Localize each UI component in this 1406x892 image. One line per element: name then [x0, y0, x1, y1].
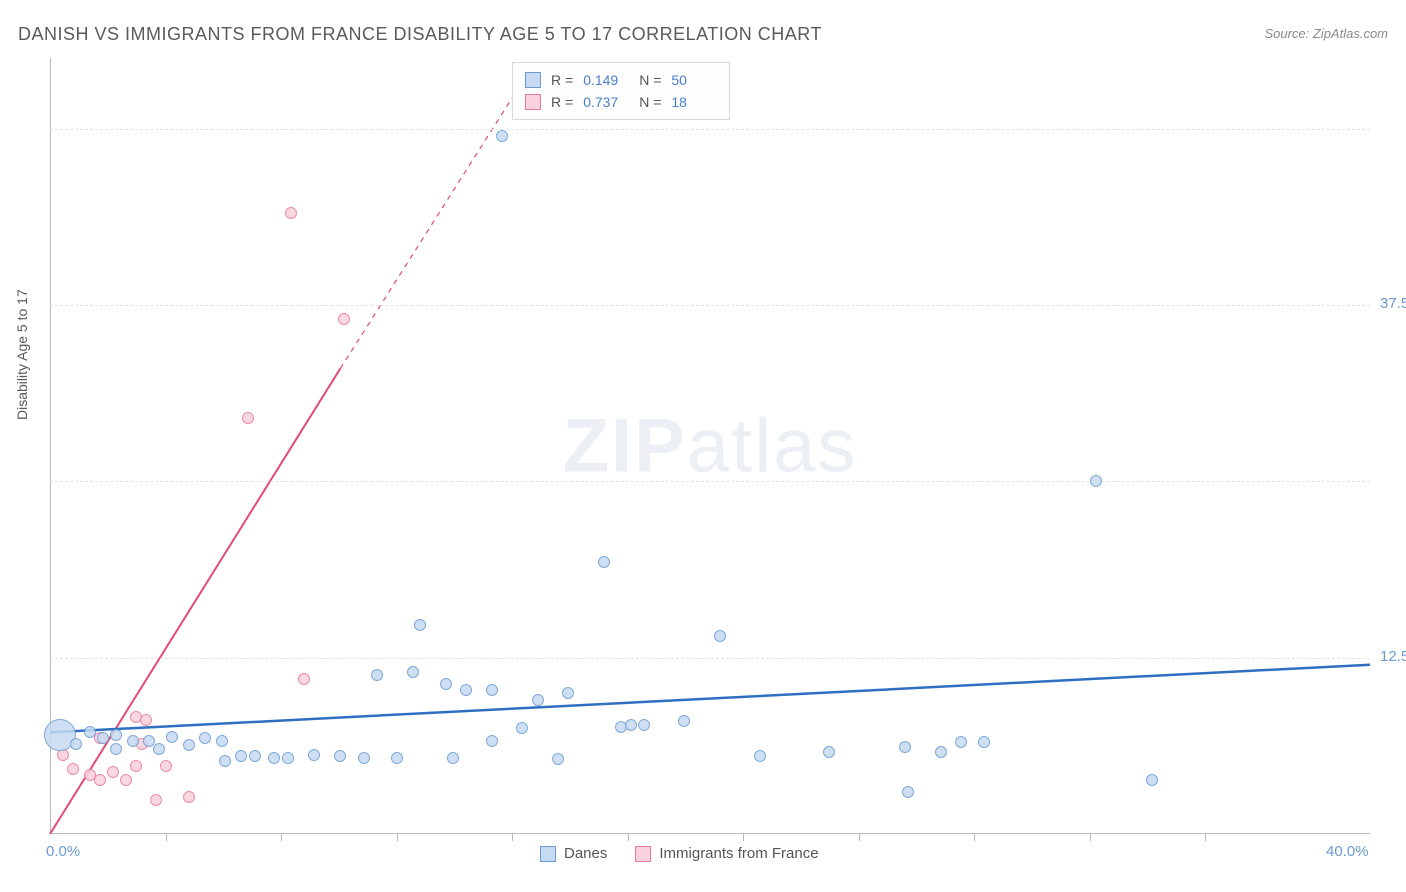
- scatter-point: [440, 678, 452, 690]
- x-tick-label: 0.0%: [46, 843, 80, 860]
- legend-swatch: [635, 846, 651, 862]
- scatter-point: [338, 313, 350, 325]
- gridline: [50, 481, 1370, 482]
- scatter-point: [447, 752, 459, 764]
- x-tick: [859, 834, 860, 841]
- x-tick: [166, 834, 167, 841]
- chart-container: DANISH VS IMMIGRANTS FROM FRANCE DISABIL…: [0, 0, 1406, 892]
- scatter-point: [120, 774, 132, 786]
- scatter-point: [562, 687, 574, 699]
- scatter-point: [130, 760, 142, 772]
- x-tick: [281, 834, 282, 841]
- scatter-point: [242, 412, 254, 424]
- scatter-point: [140, 714, 152, 726]
- scatter-point: [235, 750, 247, 762]
- legend-swatch: [540, 846, 556, 862]
- scatter-point: [107, 766, 119, 778]
- scatter-point: [978, 736, 990, 748]
- gridline: [50, 658, 1370, 659]
- scatter-point: [823, 746, 835, 758]
- x-tick: [628, 834, 629, 841]
- scatter-point: [97, 732, 109, 744]
- legend-label: Immigrants from France: [659, 845, 818, 862]
- x-tick: [743, 834, 744, 841]
- scatter-point: [70, 738, 82, 750]
- scatter-point: [955, 736, 967, 748]
- legend-label: Danes: [564, 845, 607, 862]
- x-tick: [974, 834, 975, 841]
- scatter-point: [371, 669, 383, 681]
- gridline: [50, 305, 1370, 306]
- gridline: [50, 129, 1370, 130]
- scatter-point: [598, 556, 610, 568]
- scatter-point: [516, 722, 528, 734]
- scatter-point: [308, 749, 320, 761]
- x-tick: [512, 834, 513, 841]
- scatter-point: [899, 741, 911, 753]
- scatter-point: [532, 694, 544, 706]
- scatter-point: [496, 130, 508, 142]
- trend-line: [340, 72, 528, 368]
- stats-row-danes: R = 0.149 N = 50: [525, 69, 717, 91]
- scatter-point: [67, 763, 79, 775]
- scatter-point: [127, 735, 139, 747]
- scatter-point: [1146, 774, 1158, 786]
- y-tick-label: 37.5%: [1380, 295, 1406, 312]
- scatter-point: [219, 755, 231, 767]
- trend-line: [50, 368, 340, 834]
- scatter-point: [160, 760, 172, 772]
- stats-legend: R = 0.149 N = 50 R = 0.737 N = 18: [512, 62, 730, 120]
- source-attribution: Source: ZipAtlas.com: [1264, 26, 1388, 41]
- scatter-point: [94, 774, 106, 786]
- scatter-point: [935, 746, 947, 758]
- x-tick-label: 40.0%: [1326, 843, 1369, 860]
- scatter-point: [216, 735, 228, 747]
- scatter-point: [358, 752, 370, 764]
- scatter-point: [110, 729, 122, 741]
- swatch-france: [525, 94, 541, 110]
- swatch-danes: [525, 72, 541, 88]
- stats-row-france: R = 0.737 N = 18: [525, 91, 717, 113]
- scatter-point: [298, 673, 310, 685]
- scatter-point: [407, 666, 419, 678]
- scatter-point: [714, 630, 726, 642]
- scatter-point: [460, 684, 472, 696]
- scatter-point: [552, 753, 564, 765]
- scatter-point: [110, 743, 122, 755]
- scatter-point: [285, 207, 297, 219]
- scatter-point: [391, 752, 403, 764]
- scatter-point: [486, 735, 498, 747]
- scatter-point: [153, 743, 165, 755]
- scatter-point: [183, 791, 195, 803]
- scatter-point: [414, 619, 426, 631]
- legend-item: Danes: [540, 845, 607, 862]
- x-tick: [1090, 834, 1091, 841]
- scatter-point: [166, 731, 178, 743]
- scatter-point: [638, 719, 650, 731]
- trend-line: [50, 665, 1370, 733]
- scatter-point: [84, 726, 96, 738]
- scatter-point: [902, 786, 914, 798]
- scatter-point: [249, 750, 261, 762]
- scatter-point: [625, 719, 637, 731]
- x-tick: [397, 834, 398, 841]
- scatter-point: [678, 715, 690, 727]
- legend-item: Immigrants from France: [635, 845, 818, 862]
- scatter-point: [183, 739, 195, 751]
- scatter-point: [754, 750, 766, 762]
- scatter-point: [334, 750, 346, 762]
- scatter-point: [486, 684, 498, 696]
- scatter-point: [199, 732, 211, 744]
- plot-area: ZIPatlas 12.5%37.5% 0.0%40.0% R = 0.149 …: [50, 58, 1370, 834]
- y-axis-label: Disability Age 5 to 17: [14, 289, 30, 420]
- y-tick-label: 12.5%: [1380, 648, 1406, 665]
- scatter-point: [268, 752, 280, 764]
- scatter-point: [150, 794, 162, 806]
- scatter-point: [282, 752, 294, 764]
- trend-lines-svg: [50, 58, 1370, 834]
- chart-title: DANISH VS IMMIGRANTS FROM FRANCE DISABIL…: [18, 24, 822, 45]
- series-legend: Danes Immigrants from France: [540, 845, 819, 862]
- x-tick: [1205, 834, 1206, 841]
